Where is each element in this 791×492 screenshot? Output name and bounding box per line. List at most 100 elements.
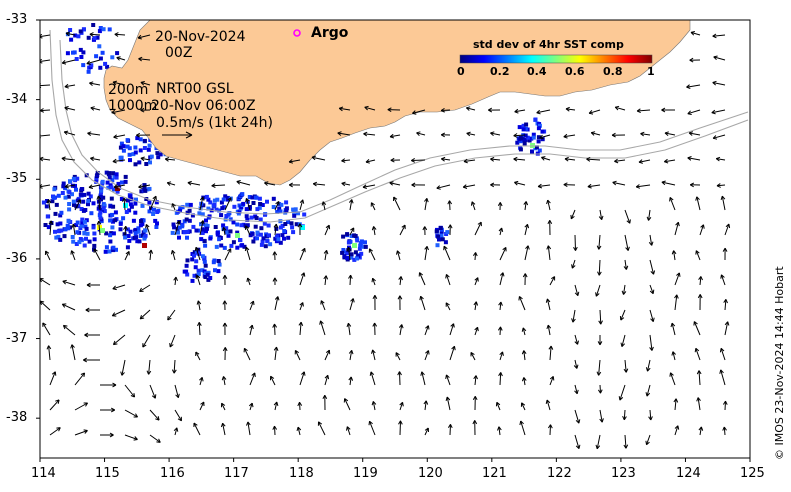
current-arrow — [574, 284, 580, 297]
current-arrow — [298, 321, 304, 336]
sst-pixel — [178, 206, 183, 211]
sst-pixel — [103, 249, 108, 254]
sst-pixel — [278, 240, 283, 245]
sst-pixel — [138, 234, 143, 238]
sst-pixel — [187, 229, 192, 234]
current-arrow — [264, 181, 276, 186]
sst-pixel-high — [123, 203, 128, 208]
current-arrow — [348, 199, 354, 211]
current-arrow — [595, 434, 601, 450]
current-arrow — [317, 421, 326, 436]
current-arrow — [564, 156, 576, 162]
sst-pixel — [143, 188, 148, 193]
sst-pixel — [540, 137, 545, 142]
sst-pixel — [260, 239, 265, 244]
date-label: 20-Nov-2024 — [155, 29, 246, 45]
sst-pixel — [353, 234, 358, 238]
current-arrow — [473, 301, 479, 311]
sst-pixel — [46, 225, 51, 230]
current-arrow — [441, 156, 451, 162]
sst-pixel — [517, 125, 522, 130]
sst-pixel — [170, 230, 175, 235]
current-arrow — [669, 197, 676, 211]
current-arrow — [719, 369, 726, 386]
sst-pixel — [82, 231, 87, 236]
sst-pixel — [62, 234, 67, 239]
current-arrow — [174, 220, 181, 236]
sst-pixel — [216, 259, 221, 263]
sst-pixel — [204, 229, 208, 234]
current-arrow — [323, 249, 329, 261]
sst-pixel — [531, 135, 536, 140]
sst-pixel — [255, 236, 259, 241]
current-arrow — [146, 359, 152, 375]
current-arrow — [364, 105, 376, 111]
current-arrow — [599, 409, 604, 423]
sst-pixel — [196, 272, 201, 277]
current-arrow — [490, 131, 501, 136]
sst-pixel — [54, 235, 59, 240]
current-arrow — [716, 183, 726, 188]
sst-pixel — [182, 269, 187, 274]
sst-pixel — [128, 229, 133, 234]
sst-pixel — [273, 236, 278, 241]
sst-pixel — [129, 204, 134, 209]
vector-scale-label: 0.5m/s (1kt 24h) — [156, 115, 273, 131]
sst-pixel — [44, 204, 49, 209]
sst-pixel — [276, 237, 281, 242]
sst-pixel — [229, 243, 234, 248]
sst-pixel — [41, 200, 46, 205]
sst-pixel — [119, 180, 124, 185]
sst-pixel — [354, 256, 359, 261]
sst-pixel — [68, 179, 72, 184]
current-arrow — [586, 156, 601, 162]
current-arrow — [138, 184, 151, 189]
current-arrow — [661, 180, 676, 186]
current-arrow — [322, 394, 328, 411]
sst-pixel — [67, 207, 72, 212]
sst-pixel — [271, 205, 276, 209]
sst-pixel — [522, 141, 527, 146]
sst-pixel — [274, 234, 279, 239]
sst-pixel — [286, 220, 290, 224]
current-arrow — [695, 250, 701, 261]
sst-pixel — [67, 190, 72, 195]
current-arrow — [112, 334, 126, 346]
current-arrow — [588, 109, 601, 115]
current-arrow — [346, 426, 351, 436]
sst-pixel — [260, 203, 265, 207]
current-arrow — [694, 347, 701, 361]
sst-pixel — [214, 207, 219, 212]
sst-pixel — [274, 226, 279, 231]
sst-pixel — [197, 211, 202, 216]
current-arrow — [548, 345, 554, 361]
argo-label: Argo — [311, 25, 349, 41]
current-arrow — [646, 209, 652, 221]
current-arrow — [46, 199, 52, 211]
sst-pixel — [50, 199, 55, 204]
sst-pixel — [219, 213, 224, 218]
sst-pixel — [91, 23, 96, 27]
current-arrow — [547, 424, 553, 436]
sst-pixel — [110, 225, 115, 230]
current-arrow — [220, 422, 226, 436]
sst-pixel — [133, 210, 138, 215]
current-arrow — [612, 180, 626, 186]
sst-pixel — [354, 236, 359, 241]
sst-pixel — [349, 252, 354, 257]
sst-pixel — [221, 197, 226, 202]
sst-pixel — [142, 236, 147, 241]
sst-pixel — [109, 196, 114, 201]
current-arrow — [299, 247, 306, 261]
current-arrow — [195, 274, 201, 286]
current-arrow — [90, 106, 101, 111]
current-arrow — [112, 284, 126, 291]
sst-pixel — [187, 218, 192, 223]
current-arrow — [686, 84, 701, 89]
current-arrow — [349, 298, 355, 311]
sst-pixel — [101, 195, 106, 200]
sst-pixel — [56, 234, 61, 239]
sst-pixel — [86, 191, 91, 196]
sst-pixel — [352, 257, 357, 262]
sst-pixel — [114, 247, 118, 252]
